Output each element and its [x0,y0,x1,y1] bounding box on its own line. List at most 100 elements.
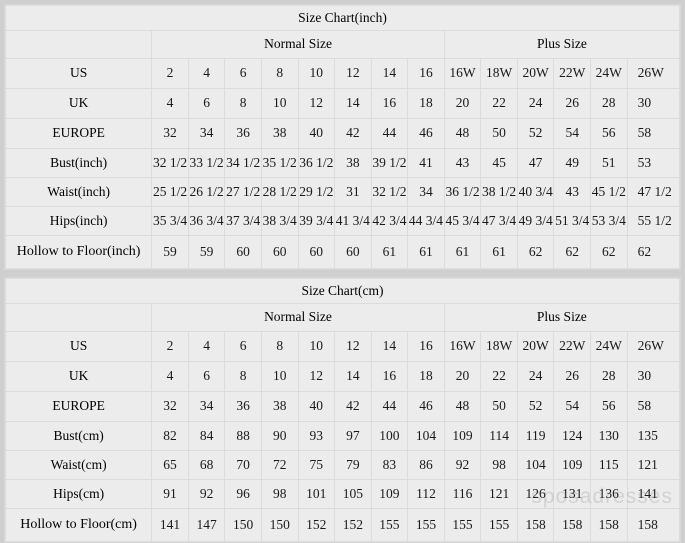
row-label-europe-cm: EUROPE [4,391,153,422]
cell: 44 3/4 [407,206,445,236]
cell: 32 1/2 [151,148,189,178]
cell: 20 [443,361,482,392]
cell: 98 [260,479,299,509]
cell: 12 [334,58,372,89]
cell: 86 [407,450,445,480]
cell: 18W [480,331,518,362]
row-label-bust-inch: Bust(inch) [4,148,153,178]
row-label-hips-cm: Hips(cm) [4,479,153,509]
cell: 47 [516,148,555,178]
group-blank-cell-cm [4,303,153,332]
cell: 4 [187,58,226,89]
cell: 91 [151,479,189,509]
cell: 155 [407,508,445,542]
cell: 158 [590,508,628,542]
cell: 84 [187,421,226,451]
cell: 121 [626,450,681,480]
row-label-europe-inch: EUROPE [4,118,153,149]
cell: 12 [334,331,372,362]
cell: 14 [370,331,409,362]
cell: 147 [187,508,226,542]
cell: 93 [297,421,336,451]
cell: 6 [187,88,226,119]
cell: 33 1/2 [187,148,226,178]
chart-title-row: Size Chart(cm) [5,278,680,304]
cell: 38 [334,148,372,178]
cell: 59 [187,235,226,269]
cell: 56 [590,391,628,422]
cell: 90 [260,421,299,451]
cell: 68 [187,450,226,480]
cell: 36 [224,118,262,149]
row-label-uk-cm: UK [4,361,153,392]
table-row: US 2 4 6 8 10 12 14 16 16W 18W 20W 22W 2… [4,331,681,362]
cell: 51 3/4 [553,206,592,236]
cell: 25 1/2 [151,177,189,207]
cell: 72 [260,450,299,480]
cell: 14 [370,58,409,89]
cell: 121 [480,479,518,509]
cell: 43 [553,177,592,207]
cell: 158 [516,508,555,542]
cell: 45 1/2 [590,177,628,207]
cell: 10 [260,88,299,119]
cell: 14 [334,88,372,119]
cell: 22 [480,88,518,119]
cell: 16 [407,58,445,89]
cell: 58 [626,118,681,149]
cell: 150 [260,508,299,542]
cell: 4 [151,88,189,119]
cell: 60 [334,235,372,269]
cell: 34 [407,177,445,207]
cell: 62 [590,235,628,269]
cell: 124 [553,421,591,451]
cell: 62 [626,235,681,269]
cell: 28 [590,361,628,392]
chart-group-header-row: Normal Size Plus Size [4,30,681,59]
cell: 53 3/4 [590,206,628,236]
cell: 61 [480,235,518,269]
cell: 8 [260,331,299,362]
cell: 29 1/2 [297,177,336,207]
cell: 24W [590,331,628,362]
table-row: EUROPE 32 34 36 38 40 42 44 46 48 50 52 … [4,391,681,422]
cell: 39 3/4 [297,206,336,236]
cell: 59 [151,235,189,269]
table-row: EUROPE 32 34 36 38 40 42 44 46 48 50 52 … [4,118,681,149]
row-label-waist-cm: Waist(cm) [4,450,153,480]
cell: 12 [297,88,336,119]
cell: 27 1/2 [224,177,262,207]
cell: 155 [480,508,518,542]
row-label-hollow-to-floor-cm: Hollow to Floor(cm) [4,508,153,542]
cell: 10 [260,361,299,392]
size-chart-inch-block: Size Chart(inch) Normal Size Plus Size U… [4,4,681,270]
cell: 22W [553,331,591,362]
cell: 36 1/2 [297,148,336,178]
cell: 55 1/2 [626,206,681,236]
table-row: UK 4 6 8 10 12 14 16 18 20 22 24 26 28 3… [4,361,681,392]
cell: 20 [443,88,482,119]
cell: 52 [516,118,555,149]
cell: 44 [370,391,409,422]
cell: 12 [297,361,336,392]
cell: 50 [480,118,518,149]
cell: 100 [370,421,409,451]
cell: 52 [516,391,555,422]
cell: 152 [334,508,372,542]
cell: 82 [151,421,189,451]
cell: 14 [334,361,372,392]
size-chart-inch-table: Size Chart(inch) Normal Size Plus Size U… [4,5,681,269]
size-chart-cm-table: Size Chart(cm) Normal Size Plus Size US … [4,278,681,542]
cell: 40 [297,118,336,149]
cell: 4 [151,361,189,392]
cell: 65 [151,450,189,480]
cell: 104 [516,450,555,480]
row-label-us-inch: US [4,58,153,89]
cell: 42 [334,391,372,422]
row-label-waist-inch: Waist(inch) [4,177,153,207]
cell: 101 [297,479,336,509]
cell: 158 [626,508,681,542]
page-title-inch: Size Chart(inch) [5,5,680,31]
cell: 6 [224,331,262,362]
size-chart-page: Size Chart(inch) Normal Size Plus Size U… [4,4,681,543]
